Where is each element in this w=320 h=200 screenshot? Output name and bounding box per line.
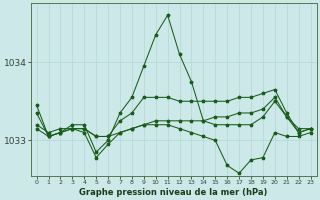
X-axis label: Graphe pression niveau de la mer (hPa): Graphe pression niveau de la mer (hPa) — [79, 188, 268, 197]
